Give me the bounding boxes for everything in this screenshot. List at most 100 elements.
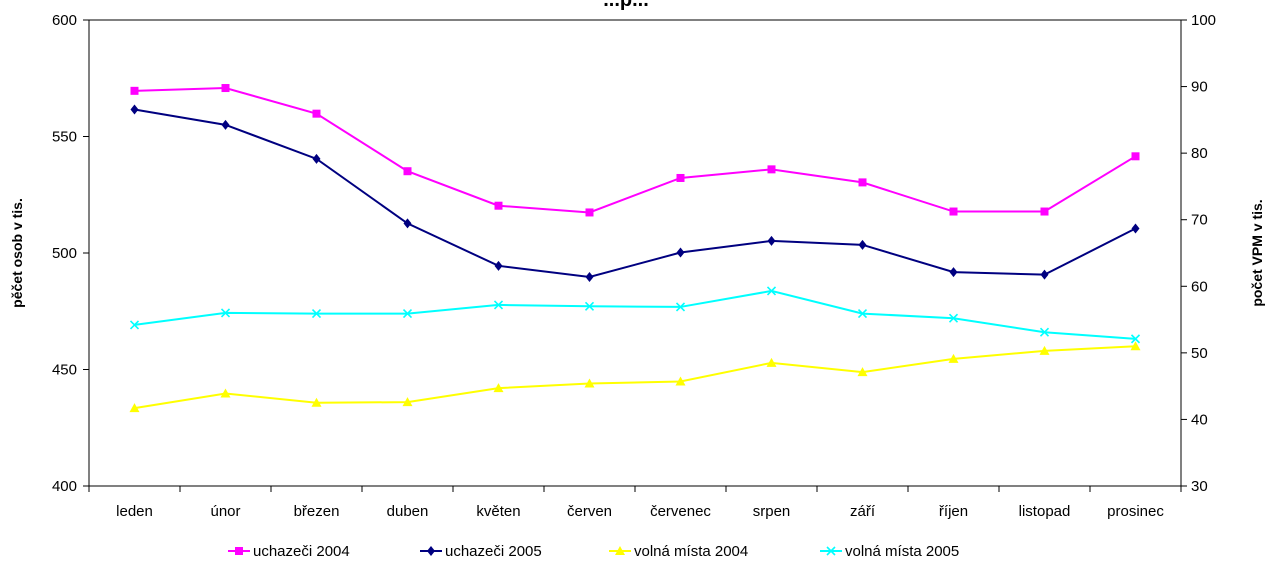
legend-label: volná místa 2004 <box>634 543 748 560</box>
data-point <box>130 104 139 115</box>
data-point <box>494 260 503 271</box>
data-point <box>948 313 959 323</box>
data-point <box>221 84 230 93</box>
data-point <box>857 367 868 377</box>
legend-label: volná místa 2005 <box>845 543 959 560</box>
data-point <box>221 119 230 130</box>
series-layer <box>129 84 1141 413</box>
data-point <box>403 218 412 229</box>
series-line <box>134 289 1136 340</box>
left-axis-tick-label: 550 <box>52 129 77 146</box>
data-point <box>493 300 504 310</box>
data-point <box>767 165 776 174</box>
data-point <box>858 178 867 187</box>
y-right-axis-title: počet VPM v tis. <box>1249 199 1265 306</box>
right-axis-tick-label: 30 <box>1191 478 1208 495</box>
right-axis: 30 40 50 60 70 80 90 100 <box>1181 12 1216 495</box>
x-axis-category-label: únor <box>210 503 240 520</box>
x-axis-category-label: květen <box>476 503 520 520</box>
data-point <box>676 173 685 182</box>
right-axis-tick-label: 60 <box>1191 278 1208 295</box>
right-axis-tick-label: 100 <box>1191 12 1216 29</box>
data-point <box>1130 334 1141 344</box>
legend-item: uchazeči 2005 <box>420 543 542 560</box>
data-point <box>402 397 413 407</box>
series-line <box>134 345 1136 410</box>
data-point <box>312 109 321 118</box>
data-point <box>311 309 322 319</box>
right-axis-tick-label: 70 <box>1191 212 1208 229</box>
x-axis-category-label: červenec <box>650 503 711 520</box>
data-point <box>767 235 776 246</box>
data-point <box>1040 269 1049 280</box>
x-axis-category-label: duben <box>387 503 429 520</box>
data-point <box>948 353 959 363</box>
x-axis: leden únor březen duben květen červen červenec… <box>88 486 1182 520</box>
data-point <box>403 167 412 176</box>
data-point <box>675 376 686 386</box>
x-axis-category-label: listopad <box>1019 503 1071 520</box>
y-left-axis-title: pěčet osob v tis. <box>9 198 25 308</box>
left-axis-tick-label: 600 <box>52 12 77 29</box>
left-axis: 400 450 500 550 600 <box>52 12 89 495</box>
data-point <box>858 239 867 250</box>
data-point <box>584 378 595 388</box>
data-point <box>1131 152 1140 161</box>
data-point <box>1039 345 1050 355</box>
data-point <box>676 247 685 258</box>
series-4 <box>129 286 1141 344</box>
data-point <box>130 86 139 95</box>
data-point <box>1131 223 1140 234</box>
data-point <box>949 267 958 278</box>
left-axis-tick-label: 450 <box>52 362 77 379</box>
series-3 <box>129 341 1141 413</box>
x-axis-category-label: prosinec <box>1107 503 1164 520</box>
legend-marker <box>427 546 435 556</box>
data-point <box>494 201 503 210</box>
legend: uchazeči 2004 uchazeči 2005 volná místa 20… <box>228 543 959 560</box>
data-point <box>766 357 777 367</box>
data-point <box>1039 327 1050 337</box>
data-point <box>1130 341 1141 351</box>
x-axis-category-label: srpen <box>753 503 791 520</box>
legend-label: uchazeči 2005 <box>445 543 542 560</box>
data-point <box>1040 207 1049 216</box>
chart-title: ...p... <box>603 0 649 11</box>
data-point <box>220 388 231 398</box>
data-point <box>129 403 140 413</box>
left-axis-tick-label: 500 <box>52 245 77 262</box>
legend-marker <box>826 546 836 556</box>
data-point <box>129 320 140 330</box>
legend-marker <box>235 547 243 555</box>
data-point <box>402 309 413 319</box>
series-1 <box>130 84 1140 217</box>
right-axis-tick-label: 80 <box>1191 145 1208 162</box>
data-point <box>766 286 777 296</box>
legend-marker <box>615 546 625 555</box>
data-point <box>585 271 594 282</box>
data-point <box>584 301 595 311</box>
right-axis-tick-label: 50 <box>1191 345 1208 362</box>
x-axis-category-label: leden <box>116 503 153 520</box>
plot-area <box>88 19 1182 487</box>
data-point <box>857 309 868 319</box>
series-line <box>134 108 1136 279</box>
x-axis-category-label: září <box>850 503 876 520</box>
data-point <box>949 207 958 216</box>
legend-label: uchazeči 2004 <box>253 543 350 560</box>
right-axis-tick-label: 40 <box>1191 411 1208 428</box>
data-point <box>675 302 686 312</box>
series-2 <box>130 104 1140 282</box>
x-axis-category-label: březen <box>294 503 340 520</box>
legend-item: volná místa 2004 <box>609 543 748 560</box>
data-point <box>220 308 231 318</box>
data-point <box>311 397 322 407</box>
series-line <box>134 87 1137 214</box>
data-point <box>585 208 594 217</box>
legend-item: volná místa 2005 <box>820 543 959 560</box>
right-axis-tick-label: 90 <box>1191 79 1208 96</box>
data-point <box>493 383 504 393</box>
legend-item: uchazeči 2004 <box>228 543 350 560</box>
x-axis-category-label: červen <box>567 503 612 520</box>
